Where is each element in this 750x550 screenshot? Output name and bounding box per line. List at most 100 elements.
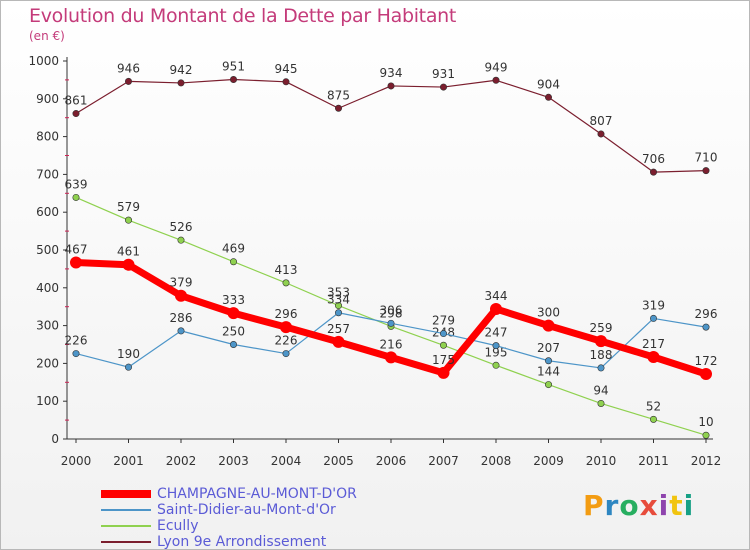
data-label: 259 [590,321,613,335]
data-point [177,79,185,87]
data-point [334,302,342,310]
data-label: 946 [117,61,140,75]
data-point [72,193,80,201]
data-point [230,258,238,266]
y-tick-label: 900 [36,92,59,106]
data-point [439,330,447,338]
data-label: 175 [432,353,455,367]
y-tick-label: 400 [36,281,59,295]
data-label: 52 [646,399,661,413]
y-tick-label: 300 [36,319,59,333]
data-point [72,350,80,358]
data-point [385,351,397,364]
data-label: 94 [593,383,608,397]
data-point [175,289,187,302]
legend-label: Lyon 9e Arrondissement [157,534,327,550]
x-tick-label: 2010 [586,454,617,468]
data-label: 945 [275,62,298,76]
logo-letter: i [658,489,670,522]
data-point [387,82,395,90]
y-tick-label: 100 [36,394,59,408]
data-label: 904 [537,77,560,91]
data-label: 344 [485,289,508,303]
data-point [490,302,502,315]
data-point [700,367,712,380]
data-label: 931 [432,67,455,81]
data-point [544,93,552,101]
data-point [702,323,710,331]
data-label: 298 [380,306,403,320]
data-label: 257 [327,322,350,336]
legend-item: Ecully [101,518,357,534]
x-tick-label: 2002 [166,454,197,468]
data-label: 279 [432,314,455,328]
chart-title: Evolution du Montant de la Dette par Hab… [29,5,457,27]
data-point [230,76,238,84]
data-point [492,361,500,369]
logo-letter: o [619,489,640,522]
data-point [334,309,342,317]
data-label: 526 [170,220,193,234]
data-label: 190 [117,347,140,361]
x-tick-label: 2009 [533,454,564,468]
data-point [492,76,500,84]
data-point [595,335,607,348]
data-point [227,307,240,320]
legend-swatch [101,541,151,543]
data-label: 226 [65,334,88,348]
data-label: 861 [65,94,88,108]
data-point [282,279,290,287]
logo-letter: P [583,489,605,522]
chart-subtitle: (en €) [29,29,65,43]
y-tick-label: 0 [51,432,59,446]
data-point [492,342,500,350]
data-point [647,350,660,363]
data-label: 639 [65,177,88,191]
y-tick-label: 500 [36,243,59,257]
data-point [702,431,710,439]
data-label: 306 [380,303,403,317]
logo-letter: r [604,489,620,522]
data-label: 710 [695,151,718,165]
data-point [122,258,135,271]
logo-letter: i [683,489,695,522]
logo-letter: x [639,489,659,522]
legend-swatch [101,490,151,498]
legend-item: CHAMPAGNE-AU-MONT-D'OR [101,486,357,502]
legend-label: Ecully [157,518,199,534]
data-point [544,357,552,365]
x-tick-label: 2012 [691,454,722,468]
x-tick-label: 2006 [376,454,407,468]
data-label: 942 [170,63,193,77]
legend-item: Lyon 9e Arrondissement [101,534,357,550]
data-point [280,321,292,334]
data-point [230,340,238,348]
data-label: 188 [590,348,613,362]
x-tick-label: 2004 [271,454,302,468]
data-point [125,77,133,85]
data-label: 934 [380,66,403,80]
x-tick-label: 2005 [323,454,354,468]
data-label: 217 [642,337,665,351]
data-label: 461 [117,245,140,259]
data-label: 706 [642,152,665,166]
data-point [125,363,133,371]
data-point [544,381,552,389]
data-point [597,399,605,407]
y-tick-label: 600 [36,205,59,219]
data-label: 467 [65,242,88,256]
data-point [125,216,133,224]
data-point [334,104,342,112]
data-point [439,341,447,349]
data-label: 296 [695,307,718,321]
data-point [387,319,395,327]
data-label: 334 [327,293,350,307]
x-tick-label: 2000 [61,454,92,468]
data-label: 250 [222,325,245,339]
legend-item: Saint-Didier-au-Mont-d'Or [101,502,357,518]
proxiti-logo: Proxiti [583,489,694,522]
data-label: 10 [698,415,713,429]
data-point [332,335,345,348]
